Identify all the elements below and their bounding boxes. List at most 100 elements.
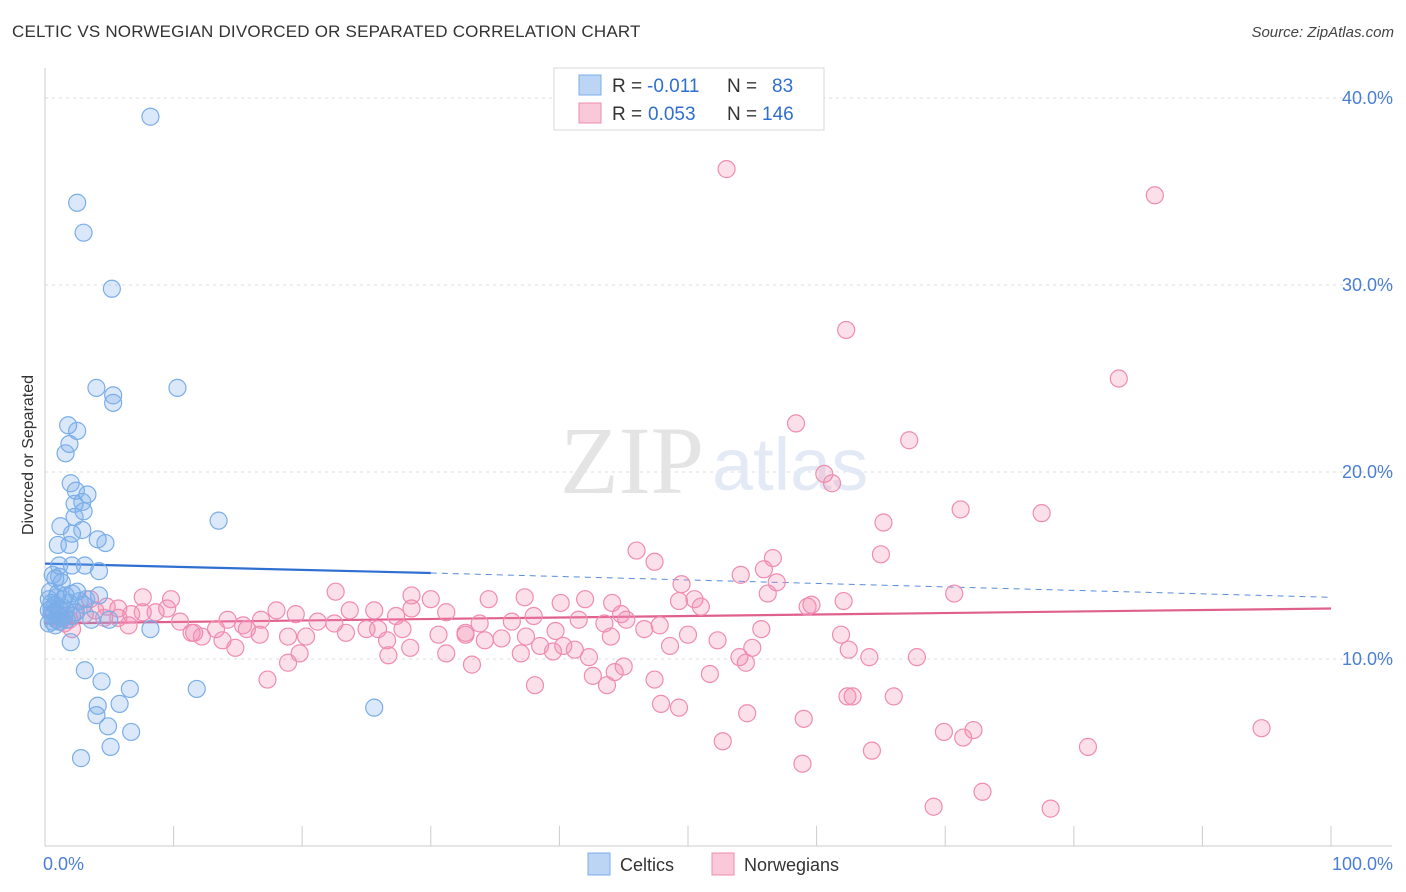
celtics-point xyxy=(75,661,94,680)
celtics-point xyxy=(42,599,61,618)
norwegians-point xyxy=(579,648,599,667)
y-tick-label: 40.0% xyxy=(1342,88,1393,108)
norwegians-point xyxy=(660,636,680,656)
source-label: Source: ZipAtlas.com xyxy=(1251,24,1394,41)
legend-norwegians-label[interactable]: Norwegians xyxy=(744,855,839,875)
norwegians-point xyxy=(278,627,298,646)
celtics-n-value: 83 xyxy=(772,76,793,97)
celtics-point xyxy=(87,378,106,397)
norwegians-point xyxy=(843,687,862,706)
norwegians-point xyxy=(340,601,359,620)
norwegians-point xyxy=(326,582,345,601)
celtics-point xyxy=(56,601,75,620)
celtics-n-label: N = xyxy=(727,76,757,97)
celtics-point xyxy=(98,717,118,736)
celtics-point xyxy=(82,610,101,629)
norwegians-point xyxy=(551,593,570,613)
norwegians-point xyxy=(964,720,983,740)
norwegians-point xyxy=(286,605,305,624)
y-tick-label: 10.0% xyxy=(1342,649,1393,669)
norwegians-point xyxy=(945,584,964,603)
norwegians-point xyxy=(182,623,201,642)
norwegians-point xyxy=(717,160,736,179)
celtics-point xyxy=(87,706,106,725)
legend-celtics-label[interactable]: Celtics xyxy=(620,855,674,875)
norwegians-point xyxy=(951,500,970,519)
norwegians-point xyxy=(743,638,762,657)
x-tick-label: 0.0% xyxy=(43,854,84,874)
norwegians-point xyxy=(565,640,584,659)
norwegians-point xyxy=(838,687,857,706)
celtics-point xyxy=(100,610,119,629)
norwegians-point xyxy=(627,541,646,560)
celtics-r-value: -0.011 xyxy=(647,76,699,97)
norwegians-point xyxy=(650,616,669,635)
norwegians-point xyxy=(617,610,636,629)
celtics-point xyxy=(141,619,160,639)
norwegians-point xyxy=(884,687,903,706)
norwegians-n-label: N = xyxy=(727,104,757,125)
norwegians-point xyxy=(429,625,448,644)
norwegians-point xyxy=(708,631,727,650)
norwegians-point xyxy=(119,616,138,635)
norwegians-point xyxy=(401,638,420,657)
norwegians-point xyxy=(752,619,771,639)
norwegians-point xyxy=(700,664,719,684)
norwegians-point xyxy=(546,621,565,641)
celtics-point xyxy=(92,672,111,691)
celtics-point xyxy=(62,556,82,575)
norwegians-point xyxy=(146,603,165,622)
norwegians-point xyxy=(798,597,817,616)
celtics-stats-swatch xyxy=(578,74,602,96)
norwegians-point xyxy=(365,601,384,620)
norwegians-point xyxy=(278,653,298,672)
celtics-point xyxy=(141,107,160,126)
norwegians-point xyxy=(402,599,421,618)
norwegians-point xyxy=(470,614,489,633)
celtics-point xyxy=(120,679,139,699)
norwegians-point xyxy=(576,590,595,609)
legend-norwegians-swatch[interactable] xyxy=(711,852,735,876)
celtics-point xyxy=(61,633,80,652)
norwegians-point xyxy=(934,722,954,742)
norwegians-point xyxy=(437,603,456,622)
norwegians-point xyxy=(158,599,177,618)
celtics-point xyxy=(122,722,141,742)
norwegians-point xyxy=(161,590,181,609)
norwegians-point xyxy=(860,648,879,667)
stats-legend: R = -0.011 N = 83 R = 0.053 N = 146 xyxy=(553,67,825,131)
norwegians-point xyxy=(758,584,777,603)
norwegians-point xyxy=(713,732,732,751)
norwegians-point xyxy=(862,741,881,760)
norwegians-point xyxy=(1109,369,1128,388)
norwegians-point xyxy=(525,676,545,695)
norwegians-point xyxy=(924,797,943,816)
axes xyxy=(44,68,1392,847)
norwegians-point xyxy=(511,644,530,663)
norwegians-point xyxy=(738,704,757,723)
legend-celtics-swatch[interactable] xyxy=(587,852,611,876)
norwegians-point xyxy=(601,627,620,646)
norwegians-point xyxy=(170,612,190,631)
celtics-point xyxy=(168,378,187,397)
y-axis-label: Divorced or Separated xyxy=(20,375,37,535)
norwegians-point xyxy=(524,606,543,626)
norwegians-point xyxy=(583,666,602,685)
celtics-point xyxy=(365,698,384,717)
norwegians-point xyxy=(834,591,853,611)
norwegians-point xyxy=(133,603,152,622)
norwegians-point xyxy=(437,644,456,663)
celtics-point xyxy=(73,520,92,540)
norwegians-point xyxy=(874,513,893,532)
celtics-point xyxy=(60,434,79,454)
norwegians-point xyxy=(691,597,710,616)
norwegians-point xyxy=(645,552,664,571)
norwegians-point xyxy=(250,625,269,644)
norwegians-point xyxy=(192,627,211,646)
norwegians-r-value: 0.053 xyxy=(648,104,696,125)
norwegians-point xyxy=(206,619,226,639)
norwegians-point xyxy=(678,625,698,644)
norwegians-point xyxy=(554,636,573,656)
celtics-point xyxy=(101,737,120,756)
norwegians-point xyxy=(595,614,614,633)
